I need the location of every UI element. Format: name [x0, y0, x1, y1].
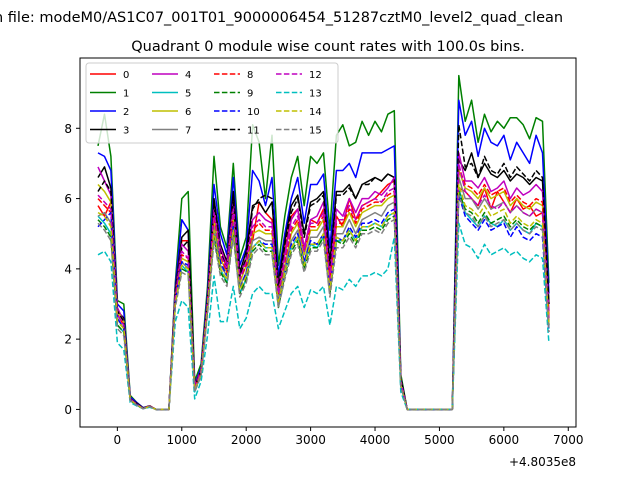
y-tick-label: 4 — [64, 262, 72, 276]
x-tick-label: 7000 — [553, 433, 584, 447]
x-tick-label: 1000 — [167, 433, 198, 447]
legend-label-14: 14 — [309, 107, 322, 118]
figure-suptitle: n file: modeM0/AS1C07_001T01_9000006454_… — [0, 10, 563, 26]
x-tick-label: 4000 — [360, 433, 391, 447]
series-line-15 — [97, 194, 550, 411]
legend-label-1: 1 — [123, 89, 129, 100]
legend-label-9: 9 — [247, 89, 253, 100]
legend-label-11: 11 — [247, 126, 260, 137]
x-tick-label: 2000 — [231, 433, 262, 447]
legend-label-0: 0 — [123, 70, 129, 81]
x-axis: 0 1000 2000 3000 4000 5000 6000 7000 — [114, 427, 584, 447]
x-offset-label: +4.8035e8 — [509, 455, 576, 469]
series-layer — [97, 74, 550, 411]
legend-frame — [85, 62, 339, 144]
chart-title: Quadrant 0 module wise count rates with … — [131, 39, 525, 55]
y-tick-label: 2 — [64, 333, 72, 347]
axes-frame — [79, 57, 577, 428]
legend-label-15: 15 — [309, 126, 322, 137]
series-line-11 — [97, 124, 550, 411]
x-tick-label: 3000 — [295, 433, 326, 447]
y-tick-label: 6 — [64, 192, 72, 206]
legend-label-7: 7 — [185, 126, 191, 137]
y-tick-label: 8 — [64, 122, 72, 136]
legend-label-6: 6 — [185, 107, 191, 118]
x-tick-label: 6000 — [489, 433, 520, 447]
legend-label-4: 4 — [185, 70, 191, 81]
plot-area: 0 1000 2000 3000 4000 5000 6000 7000 0 2 4 6 8 +4.8… — [64, 57, 584, 469]
legend-label-13: 13 — [309, 89, 322, 100]
y-tick-label: 0 — [64, 403, 72, 417]
legend-label-12: 12 — [309, 70, 322, 81]
legend-label-8: 8 — [247, 70, 253, 81]
legend-label-10: 10 — [247, 107, 260, 118]
legend-label-2: 2 — [123, 107, 129, 118]
legend-label-3: 3 — [123, 126, 129, 137]
x-tick-label: 5000 — [424, 433, 455, 447]
x-tick-label: 0 — [114, 433, 122, 447]
legend-label-5: 5 — [185, 89, 191, 100]
y-axis: 0 2 4 6 8 — [64, 122, 80, 417]
